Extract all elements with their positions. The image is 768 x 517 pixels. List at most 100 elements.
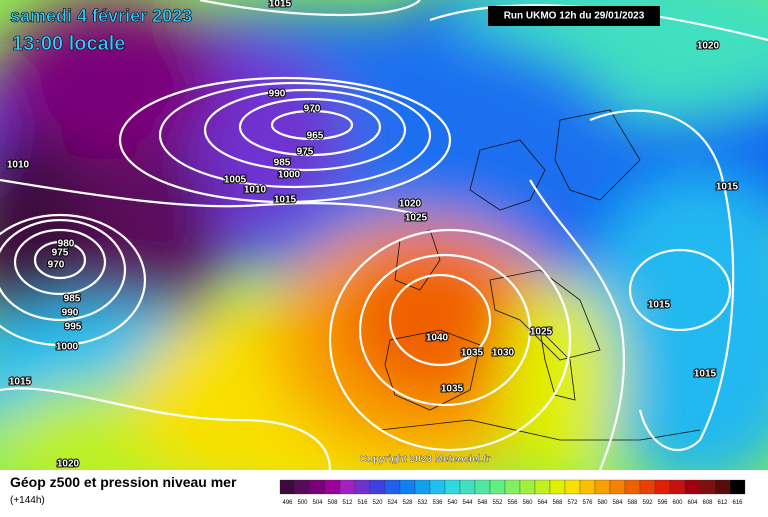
colorbar-cell <box>429 479 446 495</box>
colorbar-label: 524 <box>387 500 398 506</box>
colorbar-cell <box>504 479 521 495</box>
isobar-label: 1010 <box>7 160 30 171</box>
colorbar-cell <box>609 479 626 495</box>
isobars <box>0 0 768 471</box>
isobar-label: 1020 <box>399 199 422 210</box>
colorbar-cell <box>489 479 506 495</box>
date: samedi 4 février 2023 <box>10 6 192 26</box>
colorbar-cell <box>624 479 641 495</box>
colorbar-label: 564 <box>537 500 548 506</box>
isobar-label: 1000 <box>56 342 79 353</box>
colorbar-label: 600 <box>672 500 683 506</box>
isobar-label: 975 <box>297 147 314 158</box>
colorbar-cell <box>459 479 476 495</box>
isobar-label: 1035 <box>461 348 484 359</box>
run-box <box>488 6 660 26</box>
colorbar-label: 576 <box>582 500 593 506</box>
colorbar-label: 556 <box>507 500 518 506</box>
colorbar-label: 516 <box>357 500 368 506</box>
colorbar-cell <box>324 479 341 495</box>
isobar-label: 990 <box>62 308 79 319</box>
colorbar-cell <box>444 479 461 495</box>
isobar-label: 970 <box>48 260 65 271</box>
colorbar-cell <box>369 479 386 495</box>
isobar-label: 1015 <box>9 377 32 388</box>
colorbar-label: 612 <box>717 500 728 506</box>
colorbar-cell <box>294 479 311 495</box>
colorbar-label: 532 <box>417 500 428 506</box>
colorbar-label: 580 <box>597 500 608 506</box>
colorbar-label: 560 <box>522 500 533 506</box>
colorbar-label: 608 <box>702 500 713 506</box>
colorbar-label: 504 <box>312 500 323 506</box>
colorbar-cell <box>549 479 566 495</box>
isobar-label: 965 <box>307 131 324 142</box>
isobar-label: 1015 <box>648 300 671 311</box>
footer-title: Géop z500 et pression niveau mer <box>10 474 237 490</box>
colorbar-cell <box>579 479 596 495</box>
isobar-label: 990 <box>269 89 286 100</box>
colorbar-cell <box>474 479 491 495</box>
isobar-label: 1000 <box>278 170 301 181</box>
isobar-labels: 1015102099097096597598510001005101010151… <box>6 0 740 471</box>
colorbar-label: 496 <box>282 500 293 506</box>
colorbar-cell <box>354 479 371 495</box>
isobar-label: 995 <box>65 322 82 333</box>
colorbar-label: 552 <box>492 500 503 506</box>
colorbar-label: 548 <box>477 500 488 506</box>
colorbar-cell <box>414 479 431 495</box>
colorbar-label: 588 <box>627 500 638 506</box>
colorbar-label: 500 <box>297 500 308 506</box>
colorbar-label: 568 <box>552 500 563 506</box>
coastlines <box>379 109 701 441</box>
colorbar-cell <box>699 479 716 495</box>
colorbar-cell <box>669 479 686 495</box>
colorbar-label: 544 <box>462 500 473 506</box>
isobar-label: 1015 <box>716 182 739 193</box>
isobar-label: 980 <box>58 239 75 250</box>
colorbar-label: 596 <box>657 500 668 506</box>
colorbar-label: 572 <box>567 500 578 506</box>
colorbar-label: 520 <box>372 500 383 506</box>
colorbar-label: 592 <box>642 500 653 506</box>
colorbar-cell <box>534 479 551 495</box>
isobar-label: 985 <box>274 158 291 169</box>
isobar-label: 1020 <box>57 459 80 470</box>
colorbar-cell <box>309 479 326 495</box>
colorbar-cell <box>594 479 611 495</box>
colorbar-cell <box>339 479 356 495</box>
colorbar-cell <box>684 479 701 495</box>
colorbar-cell <box>639 479 656 495</box>
colorbar-cell <box>714 479 731 495</box>
colorbar-label: 508 <box>327 500 338 506</box>
isobar-label: 1025 <box>405 213 428 224</box>
isobar-label: 1010 <box>244 185 267 196</box>
colorbar-cell <box>564 479 581 495</box>
run-info: Run UKMO 12h du 29/01/2023 <box>504 11 645 22</box>
lead-time: (+144h) <box>10 495 45 506</box>
isobar-label: 1035 <box>441 384 464 395</box>
local-time: 13:00 locale <box>12 33 125 55</box>
colorbar-label: 512 <box>342 500 353 506</box>
isobar-label: 1040 <box>426 333 449 344</box>
isobar-label: 1015 <box>274 195 297 206</box>
isobar-label: 1020 <box>697 41 720 52</box>
colorbar-label: 584 <box>612 500 623 506</box>
colorbar-label: 540 <box>447 500 458 506</box>
colorbar-label: 528 <box>402 500 413 506</box>
isobar-label: 1015 <box>694 369 717 380</box>
colorbar-cell <box>279 479 296 495</box>
colorbar-cell <box>729 479 746 495</box>
colorbar-label: 536 <box>432 500 443 506</box>
isobar-label: 1030 <box>492 348 515 359</box>
colorbar-cell <box>654 479 671 495</box>
colorbar-cell <box>399 479 416 495</box>
isobar-label: 975 <box>52 248 69 259</box>
isobar-label: 1005 <box>224 175 247 186</box>
colorbar-label: 616 <box>732 500 743 506</box>
isobar-label: 1015 <box>269 0 292 10</box>
colorbar-cell <box>384 479 401 495</box>
copyright: Copyright 2023 Meteociel.fr <box>360 454 491 465</box>
